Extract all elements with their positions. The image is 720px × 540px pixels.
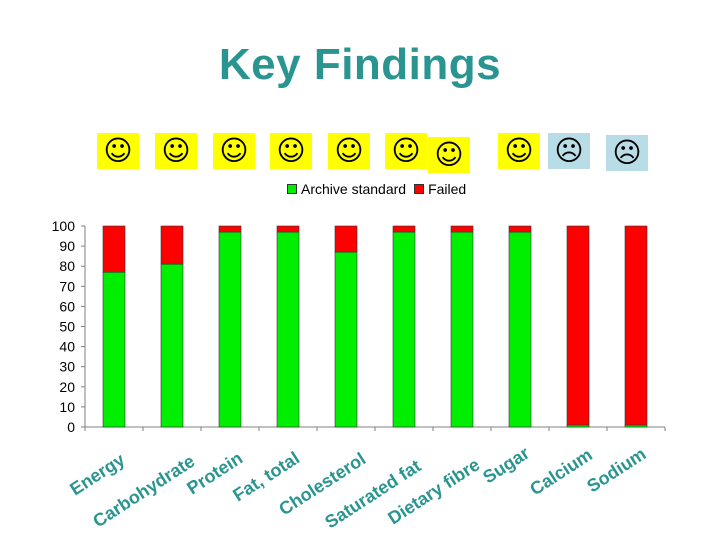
y-tick-label: 0 <box>67 419 75 435</box>
x-category-label: Sugar <box>479 443 533 488</box>
chart-legend: Archive standard Failed <box>287 180 466 198</box>
bar-segment-archive-standard <box>566 424 590 428</box>
y-tick-label: 50 <box>59 319 75 335</box>
bar-segment-failed <box>160 225 184 265</box>
y-tick-label: 30 <box>59 359 75 375</box>
bar-segment-archive-standard <box>624 424 648 428</box>
bar-segment-failed <box>276 225 300 233</box>
bar-segment-archive-standard <box>450 231 474 428</box>
bar-segment-failed <box>392 225 416 233</box>
legend-swatch-green <box>287 184 297 194</box>
bar-segment-archive-standard <box>160 263 184 428</box>
bar-segment-failed <box>450 225 474 233</box>
legend-label-failed: Failed <box>428 181 467 197</box>
slide-title: Key Findings <box>218 40 502 89</box>
bar-segment-archive-standard <box>508 231 532 428</box>
bar-segment-failed <box>508 225 532 233</box>
y-tick-label: 10 <box>59 399 75 415</box>
x-category-label: Energy <box>66 449 128 499</box>
bar-segment-archive-standard <box>102 271 126 428</box>
y-tick-label: 20 <box>59 379 75 395</box>
y-tick-label: 90 <box>59 238 75 254</box>
y-tick-label: 60 <box>59 298 75 314</box>
bar-segment-failed <box>566 225 590 426</box>
y-tick-label: 80 <box>59 258 75 274</box>
bar-segment-failed <box>624 225 648 426</box>
y-tick-label: 40 <box>59 339 75 355</box>
legend-label-archive-standard: Archive standard <box>301 181 407 197</box>
bar-segment-archive-standard <box>334 251 358 428</box>
y-tick-label: 70 <box>59 278 75 294</box>
bar-segment-archive-standard <box>276 231 300 428</box>
y-tick-label: 100 <box>52 218 76 234</box>
legend-item-failed: Failed <box>414 181 466 197</box>
x-category-label: Calcium <box>526 444 596 499</box>
legend-swatch-red <box>414 184 425 194</box>
bar-segment-failed <box>218 225 242 233</box>
bar-segment-archive-standard <box>392 231 416 428</box>
bar-segment-failed <box>102 225 126 273</box>
bar-segment-archive-standard <box>218 231 242 428</box>
legend-item-archive-standard: Archive standard <box>287 181 406 197</box>
bar-segment-failed <box>334 225 358 253</box>
x-category-label: Sodium <box>583 444 649 497</box>
